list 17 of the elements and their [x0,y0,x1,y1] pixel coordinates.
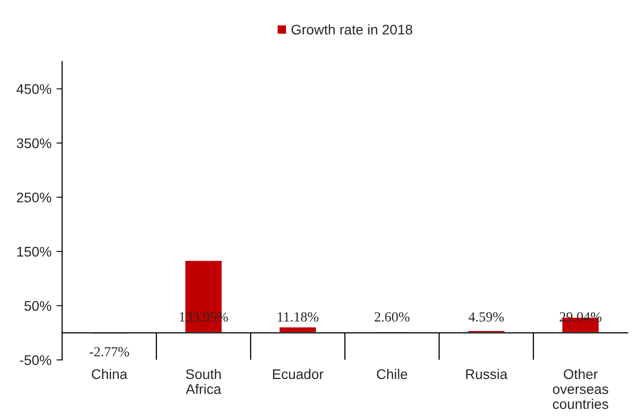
x-tick-label: Other overseas countries [552,368,608,409]
y-tick-label: 150% [17,246,52,257]
y-tick-label: 250% [16,192,52,202]
x-tick-label: Ecuador [273,368,324,380]
data-label: -2.77% [90,347,130,356]
data-label: 4.59% [468,312,504,322]
legend-label: Growth rate in 2018 [292,24,412,35]
x-tick-label: Chile [376,368,408,380]
data-label: 2.60% [374,312,410,322]
data-label: 11.18% [278,312,318,322]
y-tick-label: 350% [16,138,52,148]
y-tick-label: 50% [24,300,52,311]
y-tick-label: 450% [16,84,52,94]
x-tick-label: South Africa [186,368,222,394]
x-tick-label: China [92,368,128,380]
x-tick-label: Russia [466,368,508,380]
y-tick-label: -50% [20,355,52,366]
